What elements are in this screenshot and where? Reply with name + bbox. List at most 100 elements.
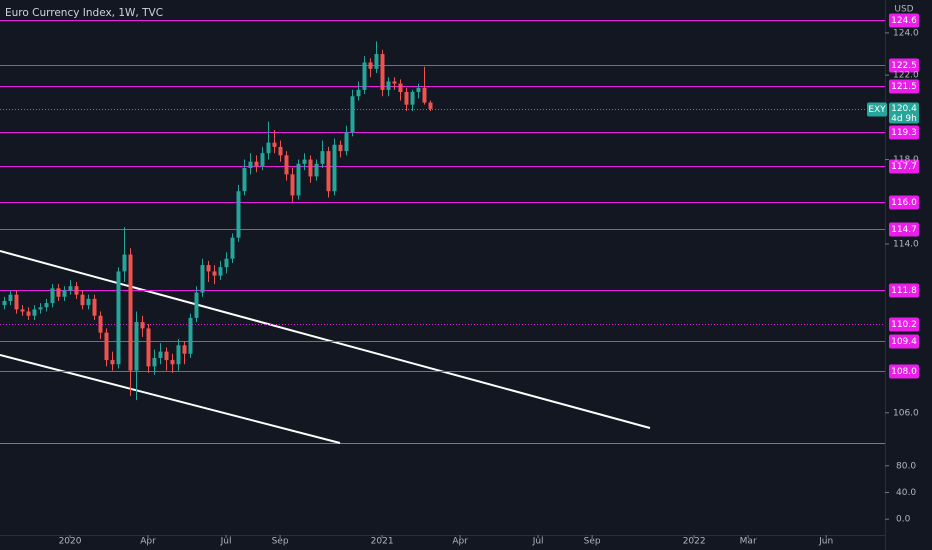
candle-body: [320, 151, 325, 164]
candle-body: [26, 311, 31, 316]
candle-body: [200, 265, 205, 293]
candle-body: [404, 92, 409, 105]
candle-body: [242, 167, 247, 192]
trend-line: [0, 354, 341, 444]
y-tick-label: 122.0: [893, 71, 919, 81]
y-tick-label: 106.0: [893, 408, 919, 418]
candles: [2, 41, 433, 401]
level-label-box: [889, 58, 919, 73]
candle-body: [290, 174, 295, 196]
candle-body: [350, 96, 355, 133]
candle-body: [44, 303, 49, 308]
candle-body: [236, 191, 241, 238]
candle-body: [374, 54, 379, 69]
candle-body: [140, 322, 145, 329]
y2-tick-label: 0.0: [896, 515, 911, 525]
candle-body: [188, 317, 193, 354]
last-price-box: [889, 102, 919, 124]
candle-body: [50, 288, 55, 304]
candle-body: [392, 81, 397, 84]
candle-body: [62, 290, 67, 297]
level-label-box: [889, 13, 919, 28]
candle-body: [182, 345, 187, 354]
symbol-tag-box: [867, 102, 887, 117]
level-label-box: [889, 364, 919, 379]
candle-body: [218, 267, 223, 276]
candle-body: [398, 83, 403, 93]
level-label-box: [889, 159, 919, 174]
candle-body: [164, 351, 169, 361]
candle-body: [260, 153, 265, 166]
candle-body: [206, 265, 211, 272]
candle-body: [80, 294, 85, 306]
y-tick-label: 124.0: [893, 28, 919, 38]
x-tick-label: Apr: [140, 537, 156, 547]
symbol-tag: EXY: [868, 105, 886, 115]
candle-body: [368, 62, 373, 69]
candle-body: [86, 298, 91, 306]
candle-body: [308, 159, 313, 177]
candle-body: [272, 142, 277, 147]
candle-body: [14, 294, 19, 310]
last-price-label: 120.4: [891, 104, 917, 114]
candle-body: [8, 294, 13, 301]
candle-body: [56, 288, 61, 297]
candle-body: [146, 328, 151, 367]
x-tick-label: 2020: [59, 537, 82, 547]
candle-body: [158, 351, 163, 358]
level-label: 109.4: [891, 337, 917, 347]
candle-body: [386, 81, 391, 90]
candle-body: [302, 159, 307, 164]
candle-body: [344, 132, 349, 152]
level-label-box: [889, 317, 919, 332]
candle-body: [32, 309, 37, 316]
x-tick-label: Jul: [532, 537, 544, 547]
level-label-box: [889, 79, 919, 94]
level-label-box: [889, 283, 919, 298]
candle-body: [416, 87, 421, 93]
candle-body: [248, 161, 253, 168]
candle-body: [98, 315, 103, 333]
level-label: 108.0: [891, 367, 917, 377]
candle-body: [110, 360, 115, 365]
x-tick-label: Apr: [452, 537, 468, 547]
level-label: 117.7: [891, 162, 917, 172]
candle-body: [284, 155, 289, 175]
candle-body: [380, 54, 385, 90]
x-tick-label: Sep: [584, 537, 601, 547]
level-label-box: [889, 334, 919, 349]
candle-body: [362, 62, 367, 90]
candle-body: [194, 292, 199, 318]
candle-body: [104, 332, 109, 361]
y2-tick-label: 80.0: [896, 461, 916, 471]
candle-body: [68, 286, 73, 291]
level-label: 110.2: [891, 320, 917, 330]
candle-body: [128, 254, 133, 371]
axis: 124.0 122.0 118.0 114.0 106.0 80.0 40.0 0.0 2020…: [0, 28, 919, 547]
candle-body: [122, 254, 127, 272]
candle-body: [314, 163, 319, 177]
candle-body: [38, 307, 43, 310]
x-tick-label: Jul: [220, 537, 232, 547]
candle-body: [212, 271, 217, 276]
candle-body: [338, 144, 343, 152]
y2-tick-label: 40.0: [896, 488, 916, 498]
x-tick-label: Sep: [272, 537, 289, 547]
x-tick-label: Mar: [740, 537, 757, 547]
level-label: 124.6: [891, 16, 917, 26]
candle-body: [176, 345, 181, 365]
level-label: 116.0: [891, 198, 917, 208]
candle-body: [332, 144, 337, 192]
currency-label: USD: [894, 5, 913, 15]
level-label-box: [889, 195, 919, 210]
candle-body: [152, 357, 157, 367]
level-label-box: [889, 222, 919, 237]
trend-line: [0, 250, 651, 429]
candle-body: [356, 89, 361, 97]
chart-title: Euro Currency Index, 1W, TVC: [5, 7, 163, 19]
candle-body: [74, 286, 79, 295]
level-label: 114.7: [891, 225, 917, 235]
y-tick-label: 114.0: [893, 239, 919, 249]
